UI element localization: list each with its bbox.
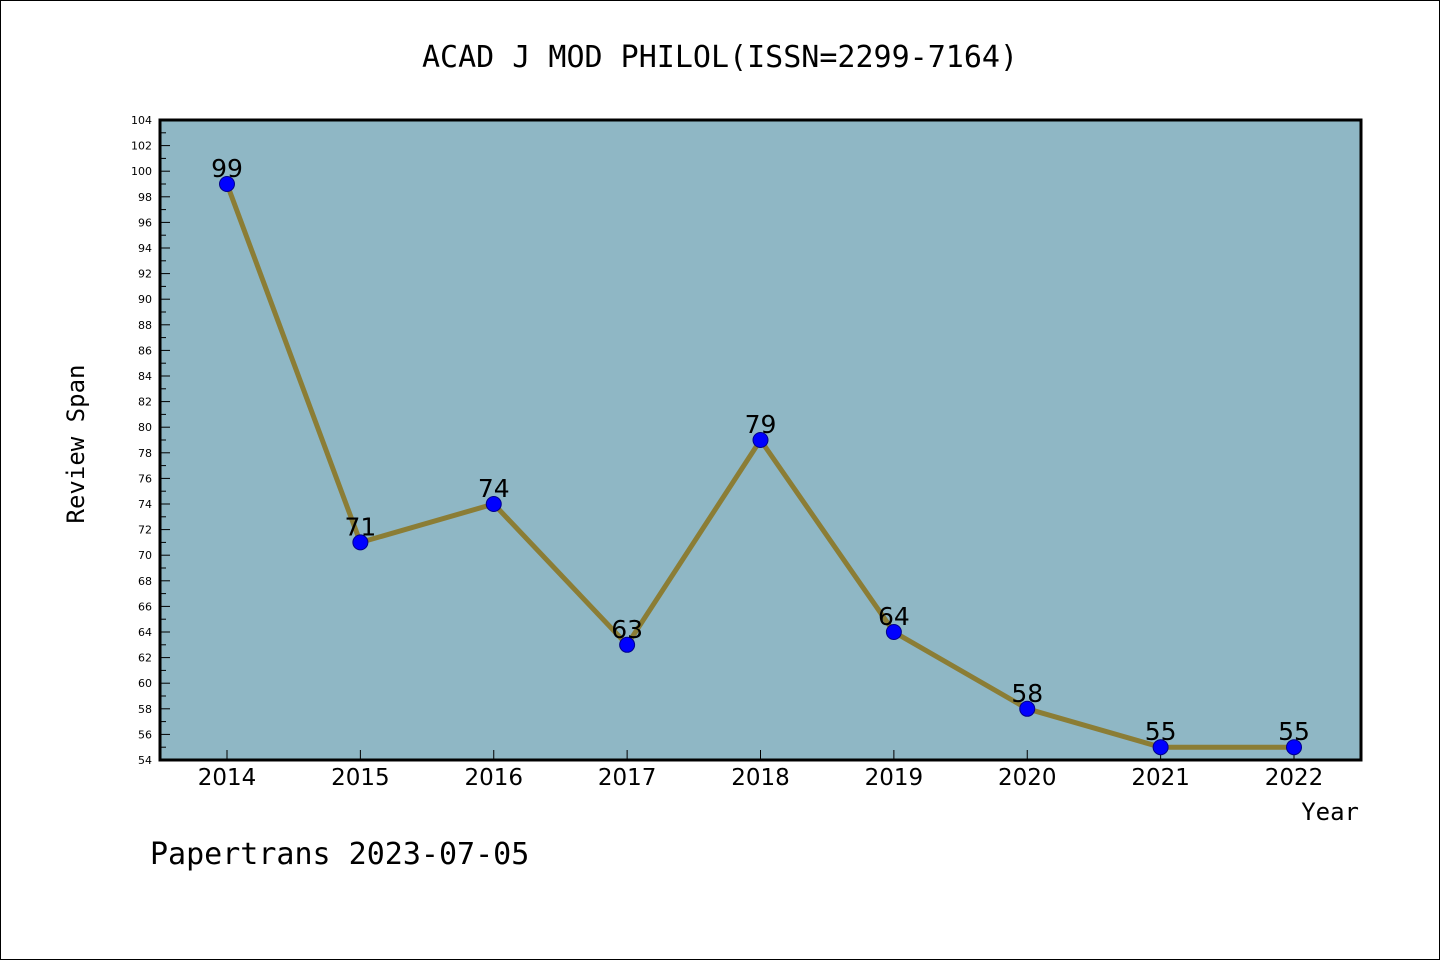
y-tick-label: 54 — [138, 754, 152, 767]
y-tick-label: 102 — [131, 140, 152, 153]
y-tick-label: 64 — [138, 626, 152, 639]
y-tick-label: 56 — [138, 728, 152, 741]
chart-title: ACAD J MOD PHILOL(ISSN=2299-7164) — [422, 40, 1018, 75]
x-axis-label: Year — [1301, 798, 1359, 826]
y-tick-label: 58 — [138, 703, 152, 716]
data-point — [485, 496, 502, 512]
x-tick-label: 2021 — [1131, 765, 1190, 791]
x-tick-label: 2017 — [598, 765, 657, 791]
y-tick-label: 62 — [138, 652, 152, 665]
x-tick-label: 2019 — [865, 765, 924, 791]
y-tick-label: 94 — [138, 242, 152, 255]
y-tick-label: 90 — [138, 293, 152, 306]
y-tick-label: 70 — [138, 549, 152, 562]
y-tick-label: 74 — [138, 498, 152, 511]
data-point — [885, 624, 902, 640]
x-tick-label: 2016 — [464, 765, 523, 791]
y-axis-ticks: 54 56 58 60 62 64 66 68 70 72 74 76 78 80 82 84 86 88 90 92… — [131, 114, 170, 767]
data-point — [1286, 739, 1302, 756]
data-label: 55 — [1278, 717, 1310, 746]
x-tick-label: 2022 — [1265, 765, 1324, 791]
y-tick-label: 78 — [138, 447, 152, 460]
y-tick-label: 104 — [131, 114, 152, 127]
y-tick-label: 66 — [138, 600, 152, 613]
data-point — [1019, 700, 1036, 717]
y-tick-label: 96 — [138, 216, 152, 229]
data-label: 74 — [478, 474, 510, 503]
footer-text: Papertrans 2023-07-05 — [150, 837, 529, 872]
data-label: 55 — [1145, 717, 1177, 746]
data-label: 58 — [1011, 679, 1043, 708]
x-tick-label: 2014 — [198, 765, 257, 791]
y-tick-label: 100 — [131, 165, 152, 178]
y-tick-label: 82 — [138, 396, 152, 409]
plot-border — [158, 118, 1363, 762]
x-axis-ticks: 2014 2015 2016 2017 2018 2019 2020 2021 2022 — [198, 750, 1324, 791]
y-tick-label: 84 — [138, 370, 152, 383]
data-label: 63 — [611, 615, 643, 644]
y-tick-label: 92 — [138, 268, 152, 281]
data-point — [219, 176, 235, 192]
series-layer: 99 71 74 63 79 64 58 55 55 — [211, 154, 1310, 756]
data-point — [1152, 739, 1169, 756]
data-label: 79 — [745, 410, 777, 439]
data-label: 71 — [344, 512, 376, 541]
data-label: 64 — [878, 602, 910, 631]
y-tick-label: 76 — [138, 472, 152, 485]
data-point — [352, 534, 369, 551]
x-tick-label: 2018 — [731, 765, 790, 791]
data-point — [752, 432, 769, 448]
y-tick-label: 80 — [138, 421, 152, 434]
y-tick-label: 98 — [138, 191, 152, 204]
data-label: 99 — [211, 154, 243, 183]
x-tick-label: 2015 — [331, 765, 390, 791]
y-tick-label: 86 — [138, 344, 152, 357]
y-tick-label: 88 — [138, 319, 152, 332]
x-tick-label: 2020 — [998, 765, 1057, 791]
y-axis-label: Review Span — [62, 365, 90, 524]
y-tick-label: 68 — [138, 575, 152, 588]
y-tick-label: 60 — [138, 677, 152, 690]
y-tick-label: 72 — [138, 524, 152, 537]
data-point — [619, 636, 636, 653]
